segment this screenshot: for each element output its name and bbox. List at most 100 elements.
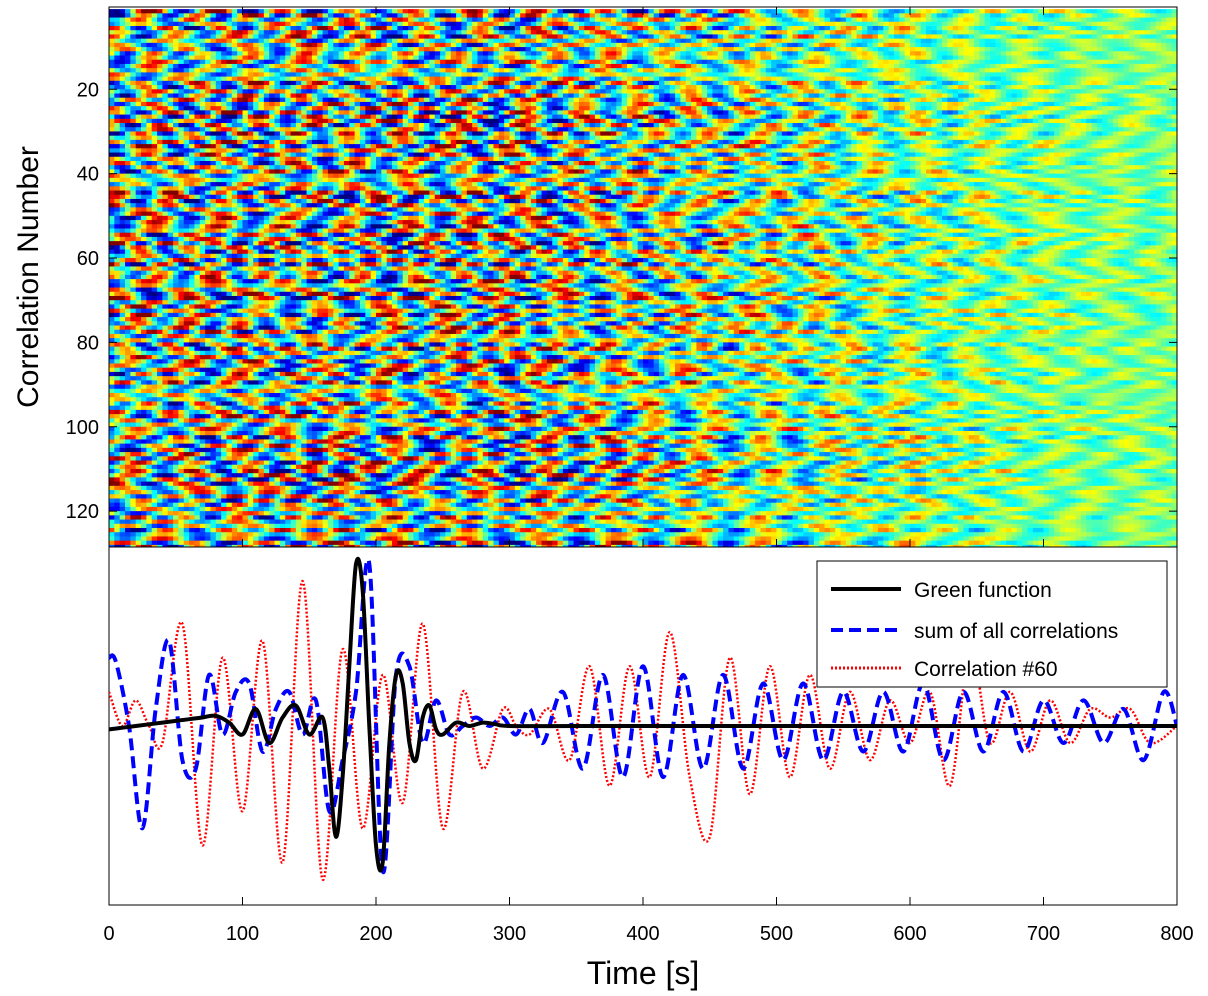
heatmap-cell: [1011, 110, 1017, 115]
heatmap-cell: [1017, 18, 1023, 23]
heatmap-cell: [1022, 89, 1028, 94]
heatmap-cell: [632, 89, 638, 94]
heatmap-cell: [125, 64, 131, 69]
heatmap-cell: [371, 60, 377, 65]
heatmap-cell: [814, 18, 820, 23]
heatmap-cell: [878, 34, 884, 39]
heatmap-cell: [600, 93, 606, 98]
heatmap-cell: [1081, 43, 1087, 48]
heatmap-cell: [958, 102, 964, 107]
heatmap-cell: [889, 26, 895, 31]
heatmap-cell: [552, 85, 558, 90]
heatmap-cell: [355, 81, 361, 86]
heatmap-cell: [995, 98, 1001, 103]
heatmap-cell: [339, 110, 345, 115]
heatmap-cell: [307, 110, 313, 115]
heatmap-cell: [248, 81, 254, 86]
heatmap-cell: [760, 93, 766, 98]
heatmap-cell: [1102, 18, 1108, 23]
heatmap-cell: [622, 85, 628, 90]
heatmap-cell: [937, 68, 943, 73]
heatmap-cell: [531, 47, 537, 52]
heatmap-cell: [947, 9, 953, 14]
heatmap-cell: [1001, 9, 1007, 14]
heatmap-cell: [125, 72, 131, 77]
heatmap-cell: [1044, 89, 1050, 94]
heatmap-cell: [360, 60, 366, 65]
heatmap-cell: [504, 93, 510, 98]
heatmap-cell: [696, 60, 702, 65]
heatmap-cell: [963, 68, 969, 73]
heatmap-cell: [584, 43, 590, 48]
heatmap-cell: [814, 102, 820, 107]
heatmap-cell: [269, 64, 275, 69]
heatmap-cell: [285, 56, 291, 61]
heatmap-cell: [905, 30, 911, 35]
heatmap-cell: [280, 34, 286, 39]
heatmap-cell: [1086, 106, 1092, 111]
heatmap-cell: [835, 30, 841, 35]
heatmap-cell: [1044, 22, 1050, 27]
heatmap-cell: [264, 51, 270, 56]
heatmap-cell: [985, 51, 991, 56]
heatmap-cell: [275, 102, 281, 107]
heatmap-cell: [803, 47, 809, 52]
heatmap-cell: [648, 64, 654, 69]
heatmap-cell: [424, 26, 430, 31]
heatmap-cell: [333, 26, 339, 31]
heatmap-cell: [285, 13, 291, 18]
heatmap-cell: [963, 51, 969, 56]
heatmap-cell: [173, 72, 179, 77]
heatmap-cell: [1070, 98, 1076, 103]
heatmap-cell: [221, 26, 227, 31]
heatmap-cell: [616, 39, 622, 44]
heatmap-cell: [467, 81, 473, 86]
heatmap-cell: [798, 30, 804, 35]
heatmap-cell: [1011, 102, 1017, 107]
heatmap-cell: [429, 64, 435, 69]
heatmap-cell: [846, 106, 852, 111]
heatmap-cell: [328, 77, 334, 82]
heatmap-cell: [1124, 51, 1130, 56]
heatmap-cell: [739, 60, 745, 65]
heatmap-cell: [344, 60, 350, 65]
heatmap-cell: [531, 18, 537, 23]
heatmap-cell: [323, 39, 329, 44]
heatmap-cell: [365, 30, 371, 35]
heatmap-cell: [723, 39, 729, 44]
heatmap-cell: [285, 106, 291, 111]
heatmap-cell: [216, 56, 222, 61]
heatmap-cell: [835, 13, 841, 18]
heatmap-cell: [899, 110, 905, 115]
heatmap-cell: [1081, 81, 1087, 86]
heatmap-cell: [894, 47, 900, 52]
heatmap-cell: [109, 9, 115, 14]
heatmap-cell: [851, 110, 857, 115]
heatmap-cell: [312, 56, 318, 61]
heatmap-cell: [686, 110, 692, 115]
heatmap-cell: [339, 64, 345, 69]
heatmap-cell: [894, 60, 900, 65]
heatmap-cell: [408, 81, 414, 86]
heatmap-cell: [349, 72, 355, 77]
heatmap-cell: [445, 30, 451, 35]
heatmap-cell: [285, 68, 291, 73]
heatmap-cell: [232, 9, 238, 14]
heatmap-cell: [472, 39, 478, 44]
heatmap-cell: [819, 64, 825, 69]
heatmap-cell: [584, 102, 590, 107]
heatmap-cell: [1102, 9, 1108, 14]
heatmap-cell: [510, 68, 516, 73]
heatmap-cell: [1129, 106, 1135, 111]
heatmap-cell: [221, 30, 227, 35]
heatmap-cell: [664, 30, 670, 35]
heatmap-cell: [686, 81, 692, 86]
heatmap-cell: [547, 13, 553, 18]
heatmap-cell: [542, 68, 548, 73]
heatmap-cell: [520, 9, 526, 14]
heatmap-cell: [739, 64, 745, 69]
heatmap-cell: [1001, 77, 1007, 82]
heatmap-cell: [194, 102, 200, 107]
heatmap-cell: [296, 98, 302, 103]
heatmap-cell: [381, 106, 387, 111]
